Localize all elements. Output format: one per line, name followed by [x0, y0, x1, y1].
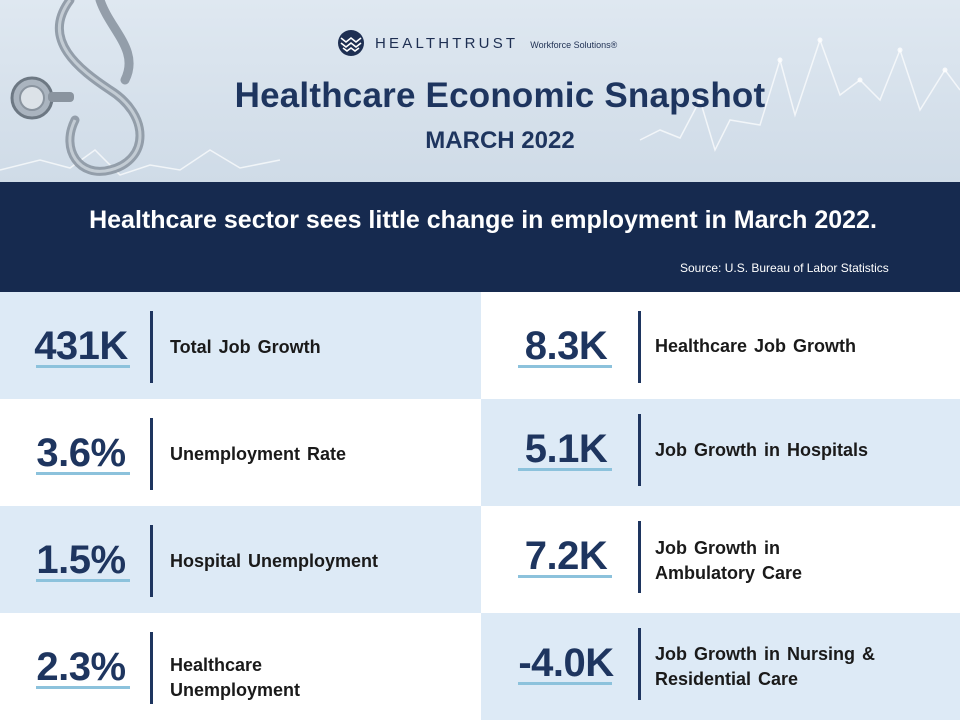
stat-card: -4.0K Job Growth in Nursing & Residentia…: [481, 613, 960, 720]
stat-label-line: Ambulatory Care: [655, 563, 803, 583]
stat-value: 5.1K: [524, 427, 608, 471]
value-underline: [518, 365, 612, 368]
stat-card: 5.1K Job Growth in Hospitals: [481, 399, 960, 506]
vertical-divider: [150, 632, 153, 704]
stat-value: 3.6%: [36, 431, 126, 475]
stat-card: 431K Total Job Growth: [0, 292, 481, 399]
stat-card: 3.6% Unemployment Rate: [0, 399, 481, 506]
vertical-divider: [150, 311, 153, 383]
stat-label-line: Job Growth in Nursing &: [655, 644, 875, 664]
stat-value: 8.3K: [524, 324, 608, 368]
headline-banner: Healthcare sector sees little change in …: [0, 182, 960, 292]
stat-label: Healthcare Job Growth: [655, 334, 856, 359]
vertical-divider: [150, 525, 153, 597]
stat-value: 7.2K: [524, 534, 608, 578]
logo-wordmark: HEALTHTRUST: [375, 34, 519, 52]
stat-card: 2.3% Healthcare Unemployment: [0, 613, 481, 720]
stat-label: Total Job Growth: [170, 335, 321, 360]
value-underline: [36, 579, 130, 582]
stat-value: 2.3%: [36, 645, 126, 689]
stethoscope-ekg-background-image: [0, 0, 960, 176]
value-underline: [36, 686, 130, 689]
stat-value: 1.5%: [36, 538, 126, 582]
stat-card: 7.2K Job Growth in Ambulatory Care: [481, 506, 960, 613]
value-underline: [36, 365, 130, 368]
logo-subtitle: Workforce Solutions®: [530, 39, 618, 50]
headline-text: Healthcare sector sees little change in …: [89, 206, 877, 234]
stat-label: Job Growth in Hospitals: [655, 438, 868, 463]
stat-label: Unemployment Rate: [170, 442, 346, 467]
stat-label: Job Growth in Nursing & Residential Care: [655, 642, 875, 692]
vertical-divider: [638, 414, 641, 486]
stat-card: 1.5% Hospital Unemployment: [0, 506, 481, 613]
stat-card: 8.3K Healthcare Job Growth: [481, 292, 960, 399]
vertical-divider: [638, 628, 641, 700]
value-underline: [518, 575, 612, 578]
stat-label-line: Unemployment Rate: [170, 444, 347, 464]
healthtrust-logo-icon: [338, 30, 364, 56]
stat-label-line: Job Growth in: [655, 538, 780, 558]
stat-label-line: Total Job Growth: [170, 337, 321, 357]
page-title: Healthcare Economic Snapshot: [234, 76, 766, 115]
stat-label-line: Job Growth in Hospitals: [655, 440, 869, 460]
stat-label: Healthcare Unemployment: [170, 653, 300, 703]
stat-label: Hospital Unemployment: [170, 549, 378, 574]
stat-label-line: Hospital Unemployment: [170, 551, 379, 571]
vertical-divider: [638, 311, 641, 383]
header: HEALTHTRUST Workforce Solutions® Healthc…: [0, 0, 960, 182]
stat-label-line: Residential Care: [655, 669, 799, 689]
stats-grid: 431K Total Job Growth 3.6% Unemployment …: [0, 292, 960, 720]
vertical-divider: [638, 521, 641, 593]
value-underline: [518, 468, 612, 471]
stat-value: 431K: [34, 324, 128, 368]
healthtrust-logo: HEALTHTRUST Workforce Solutions®: [335, 28, 617, 58]
stat-label-line: Healthcare: [170, 655, 263, 675]
stat-label: Job Growth in Ambulatory Care: [655, 536, 802, 586]
stat-label-line: Healthcare Job Growth: [655, 336, 857, 356]
value-underline: [36, 472, 130, 475]
stat-label-line: Unemployment: [170, 680, 301, 700]
stat-value: -4.0K: [518, 641, 614, 685]
vertical-divider: [150, 418, 153, 490]
source-citation: Source: U.S. Bureau of Labor Statistics: [680, 261, 889, 275]
value-underline: [518, 682, 612, 685]
page-subtitle: MARCH 2022: [425, 127, 575, 154]
